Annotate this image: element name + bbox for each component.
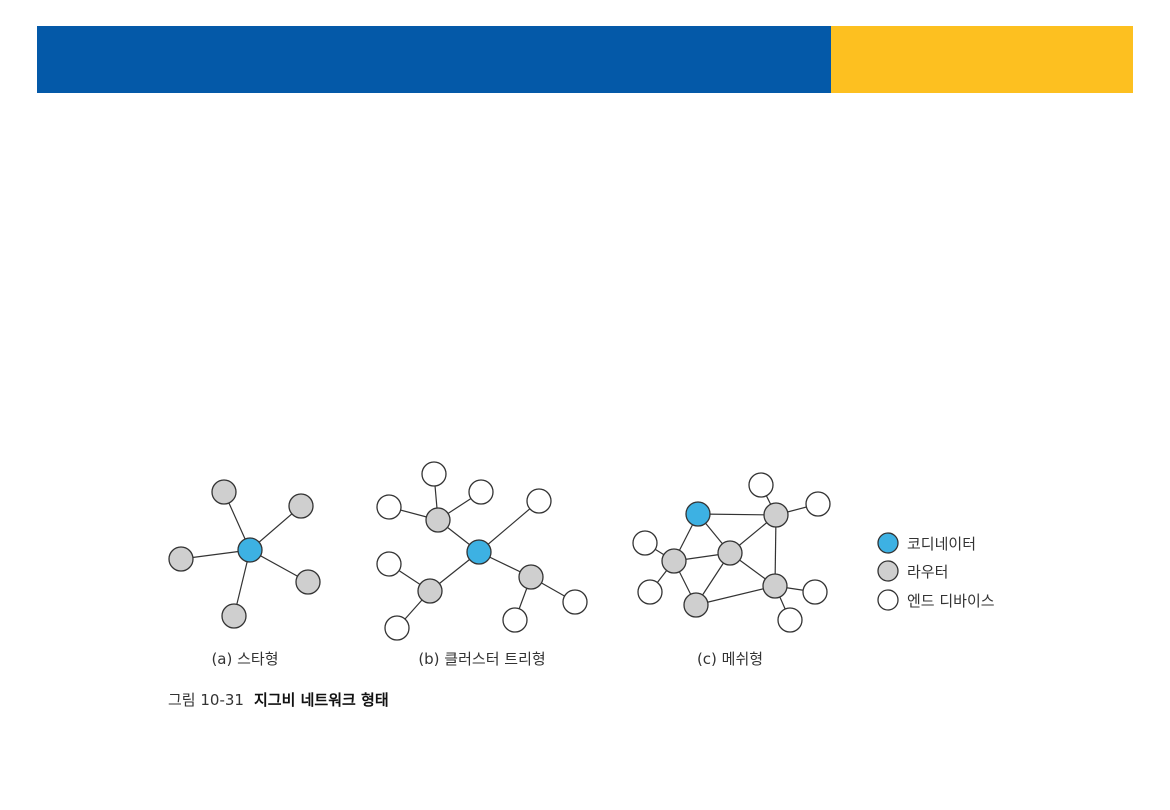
star-router-node-2 (211, 479, 237, 505)
header-banner-blue (37, 26, 831, 93)
star-router-node-3 (288, 493, 314, 519)
cluster-tree-coordinator-node-1 (466, 539, 492, 565)
caption-mesh: (c) 메쉬형 (697, 650, 763, 668)
legend-coordinator-swatch (877, 532, 899, 554)
cluster-tree-end-device-node-5 (421, 461, 447, 487)
cluster-tree-end-device-node-6 (468, 479, 494, 505)
cluster-tree-router-node-4 (518, 564, 544, 590)
star-router-node-5 (295, 569, 321, 595)
caption-star: (a) 스타형 (211, 650, 278, 668)
figure-number: 그림 10-31 (168, 691, 244, 709)
mesh-end-device-node-9 (632, 530, 658, 556)
mesh-router-node-2 (763, 502, 789, 528)
mesh-link-14 (695, 585, 776, 606)
figure-title: 지그비 네트워크 형태 (254, 691, 389, 709)
star-router-node-4 (168, 546, 194, 572)
mesh-coordinator-node-1 (685, 501, 711, 527)
mesh-router-node-3 (717, 540, 743, 566)
cluster-tree-end-device-node-8 (526, 488, 552, 514)
mesh-end-device-node-7 (748, 472, 774, 498)
cluster-tree-end-device-node-9 (376, 551, 402, 577)
mesh-end-device-node-10 (637, 579, 663, 605)
star-coordinator-node-1 (237, 537, 263, 563)
figure-caption: 그림 10-31 지그비 네트워크 형태 (168, 691, 389, 709)
cluster-tree-end-device-node-11 (502, 607, 528, 633)
mesh-link-1 (697, 513, 777, 516)
cluster-tree-end-device-node-7 (376, 494, 402, 520)
cluster-tree-router-node-2 (425, 507, 451, 533)
legend-end-device-swatch (877, 589, 899, 611)
mesh-end-device-node-8 (805, 491, 831, 517)
mesh-end-device-node-11 (802, 579, 828, 605)
cluster-tree-end-device-node-12 (562, 589, 588, 615)
caption-cluster-tree: (b) 클러스터 트리형 (418, 650, 545, 668)
mesh-end-device-node-12 (777, 607, 803, 633)
cluster-tree-link-4 (478, 500, 540, 553)
mesh-router-node-5 (762, 573, 788, 599)
star-router-node-6 (221, 603, 247, 629)
legend-coordinator-label: 코디네이터 (907, 535, 976, 553)
legend-end-device-label: 엔드 디바이스 (907, 592, 995, 610)
legend: 코디네이터 라우터 엔드 디바이스 (877, 532, 995, 611)
network-nodes (168, 461, 831, 641)
legend-router-label: 라우터 (907, 563, 948, 581)
cluster-tree-end-device-node-10 (384, 615, 410, 641)
header-banner-yellow (831, 26, 1133, 93)
mesh-router-node-6 (683, 592, 709, 618)
cluster-tree-router-node-3 (417, 578, 443, 604)
legend-router-swatch (877, 560, 899, 582)
mesh-router-node-4 (661, 548, 687, 574)
